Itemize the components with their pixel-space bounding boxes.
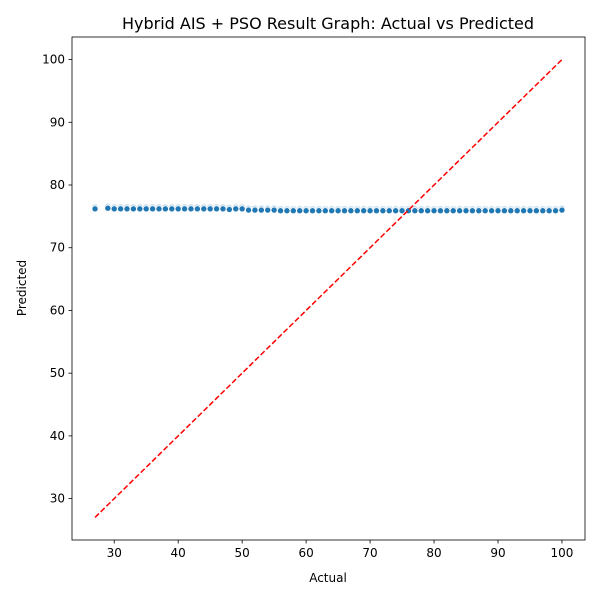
data-point — [379, 207, 387, 215]
data-point — [104, 204, 112, 212]
data-point — [232, 205, 240, 213]
data-point — [213, 205, 220, 213]
y-tick-label: 100 — [42, 53, 65, 67]
y-tick-label: 80 — [50, 178, 65, 192]
data-point — [277, 207, 284, 215]
reference-line — [94, 59, 563, 518]
data-point — [142, 205, 150, 213]
data-point — [174, 205, 182, 213]
y-tick-label: 70 — [50, 241, 65, 255]
data-point — [481, 207, 489, 215]
data-point — [475, 207, 483, 215]
data-point — [309, 207, 316, 215]
data-point — [513, 207, 521, 215]
data-point — [187, 205, 195, 213]
data-point — [245, 206, 252, 214]
data-point — [290, 207, 297, 215]
data-point — [526, 207, 534, 215]
data-point — [270, 206, 278, 214]
data-point — [488, 207, 495, 215]
data-point — [494, 207, 502, 215]
x-tick-label: 70 — [362, 546, 377, 560]
data-point — [443, 207, 451, 215]
data-point — [322, 207, 329, 215]
y-tick-label: 60 — [50, 303, 65, 317]
data-point — [302, 207, 310, 215]
data-point — [341, 207, 348, 215]
data-point — [347, 207, 355, 215]
data-point — [385, 207, 393, 215]
data-point — [168, 205, 176, 213]
data-point — [296, 207, 304, 215]
x-axis-label: Actual — [309, 571, 347, 585]
data-point — [110, 205, 118, 213]
data-point — [155, 205, 163, 213]
data-point — [558, 206, 566, 214]
data-point — [283, 207, 291, 215]
data-point — [200, 205, 208, 213]
data-point — [539, 207, 547, 215]
x-tick-label: 30 — [107, 546, 122, 560]
data-point — [398, 207, 406, 215]
data-point — [449, 207, 457, 215]
data-point — [545, 207, 553, 215]
y-tick-label: 30 — [50, 492, 65, 506]
data-point — [136, 205, 144, 213]
x-tick-label: 100 — [551, 546, 574, 560]
data-point — [462, 207, 470, 215]
x-tick-label: 60 — [298, 546, 313, 560]
x-tick-label: 80 — [426, 546, 441, 560]
axes-frame — [71, 36, 586, 541]
data-point — [264, 206, 272, 214]
y-tick-label: 40 — [50, 429, 65, 443]
data-point — [456, 207, 463, 215]
x-tick-label: 40 — [171, 546, 186, 560]
data-point — [162, 205, 169, 213]
data-point — [130, 205, 137, 213]
data-point — [238, 205, 246, 213]
chart-title: Hybrid AIS + PSO Result Graph: Actual vs… — [122, 14, 534, 33]
data-point — [328, 207, 335, 215]
data-point — [206, 205, 214, 213]
data-point — [194, 205, 201, 213]
data-point — [417, 207, 425, 215]
y-tick-label: 50 — [50, 366, 65, 380]
data-point — [366, 207, 374, 215]
y-tick-label: 90 — [50, 115, 65, 129]
data-point — [520, 207, 527, 215]
data-point — [469, 207, 476, 215]
data-point — [411, 207, 419, 215]
y-axis-label: Predicted — [15, 260, 29, 316]
data-point — [533, 207, 540, 215]
x-axis: 30 40 50 60 70 80 90 100 — [107, 540, 574, 560]
data-point — [430, 207, 438, 215]
data-point — [501, 207, 508, 215]
data-point — [149, 205, 156, 213]
data-point — [373, 207, 380, 215]
data-point — [91, 205, 99, 213]
data-point — [258, 206, 265, 214]
plot-area: 30 40 50 60 70 80 90 100 30 40 50 60 70 80 90 100 — [42, 36, 586, 560]
data-point — [251, 206, 259, 214]
data-point — [353, 207, 361, 215]
data-point — [334, 207, 342, 215]
data-point — [226, 206, 233, 213]
data-point — [360, 207, 367, 215]
y-axis: 30 40 50 60 70 80 90 100 — [42, 53, 72, 506]
data-point — [219, 205, 227, 213]
data-point — [117, 205, 124, 213]
data-point — [123, 205, 131, 213]
data-point — [424, 207, 431, 215]
data-point — [507, 207, 515, 215]
data-point — [392, 207, 399, 215]
data-point — [181, 205, 188, 213]
data-point — [315, 207, 323, 215]
x-tick-label: 90 — [490, 546, 505, 560]
data-point — [552, 207, 559, 215]
data-point — [437, 207, 444, 215]
x-tick-label: 50 — [235, 546, 250, 560]
